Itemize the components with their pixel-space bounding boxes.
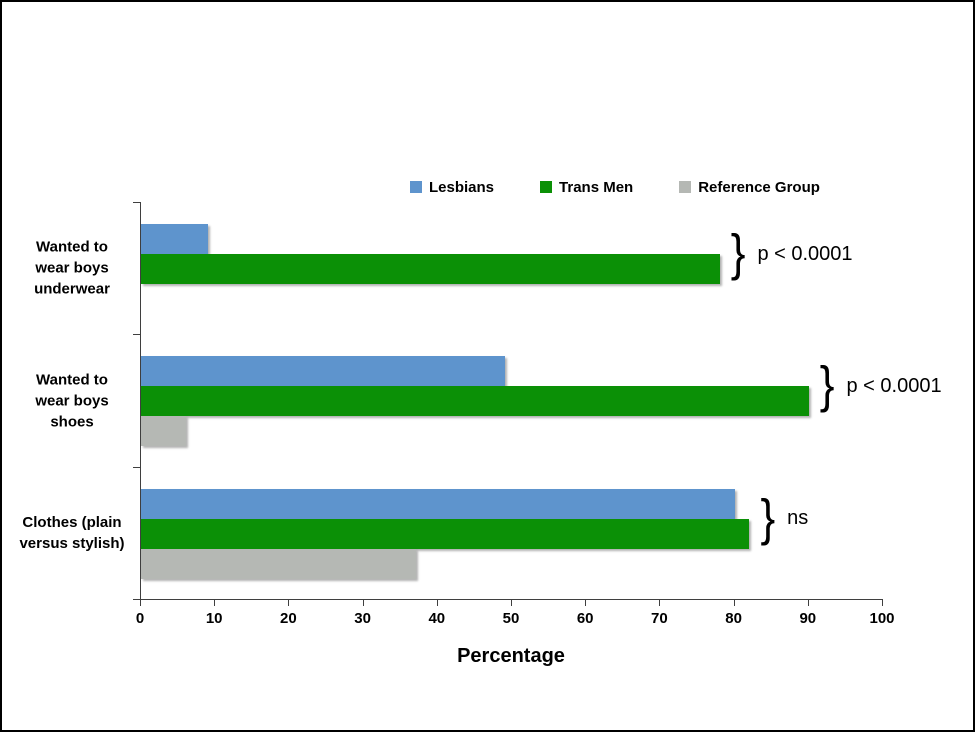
category-label: Wanted to wear boys underwear	[34, 238, 110, 298]
x-axis-tick	[882, 599, 883, 606]
legend-item-reference-group: Reference Group	[679, 179, 820, 196]
x-axis-tick	[362, 599, 364, 606]
category-label: Clothes (plain versus stylish)	[19, 513, 125, 552]
x-axis-tick	[511, 599, 512, 606]
brace-icon: }	[819, 357, 835, 414]
x-axis-tick	[436, 599, 438, 606]
y-axis-tick	[133, 466, 140, 468]
significance-annotation: } p < 0.0001	[820, 360, 942, 411]
x-tick-label: 80	[725, 610, 742, 627]
significance-annotation: } p < 0.0001	[731, 228, 853, 279]
legend-label: Reference Group	[698, 179, 820, 196]
bar-reference-group	[141, 416, 186, 447]
bar-lesbians	[141, 224, 208, 254]
p-value-text: p < 0.0001	[846, 374, 942, 397]
x-axis-tick	[288, 599, 290, 606]
x-tick-label: 90	[799, 610, 817, 627]
legend-item-trans-men: Trans Men	[540, 179, 633, 196]
x-axis-tick	[214, 599, 216, 606]
x-tick-label: 40	[428, 610, 446, 627]
brace-icon: }	[730, 225, 746, 282]
x-axis-title: Percentage	[457, 645, 565, 667]
x-tick-label: 60	[576, 610, 594, 627]
x-axis-tick	[807, 599, 809, 606]
bar-trans-men	[141, 518, 750, 549]
legend-swatch-icon	[679, 180, 692, 193]
bar-lesbians	[141, 488, 735, 519]
x-tick-label: 70	[651, 610, 668, 627]
bar-trans-men	[141, 386, 809, 417]
legend-label: Trans Men	[559, 179, 634, 196]
x-axis-tick	[585, 599, 587, 606]
y-axis-tick	[133, 202, 140, 203]
bar-trans-men	[141, 254, 720, 284]
p-value-text: p < 0.0001	[757, 242, 853, 265]
y-axis-tick	[133, 599, 140, 600]
category-label: Wanted to wear boys shoes	[35, 371, 109, 430]
legend-swatch-icon	[540, 180, 553, 193]
x-tick-label: 100	[869, 610, 895, 627]
bar-reference-group	[141, 548, 416, 579]
p-value-text: ns	[787, 507, 809, 530]
brace-icon: }	[760, 489, 776, 547]
x-tick-label: 50	[502, 610, 520, 627]
x-axis-tick	[140, 599, 141, 606]
x-tick-label: 20	[280, 610, 297, 627]
bar-lesbians	[141, 356, 505, 387]
x-axis-tick	[659, 599, 661, 606]
y-axis-tick	[133, 334, 140, 336]
x-tick-label: 10	[205, 610, 223, 627]
x-axis-tick	[733, 599, 735, 606]
legend-item-lesbians: Lesbians	[410, 179, 494, 196]
x-tick-label: 0	[135, 610, 145, 627]
legend-label: Lesbians	[429, 179, 495, 196]
y-axis	[140, 202, 141, 599]
significance-annotation: } ns	[760, 493, 809, 544]
legend-swatch-icon	[410, 180, 422, 193]
x-tick-label: 30	[354, 610, 371, 627]
legend: Lesbians Trans Men Reference Group	[410, 179, 820, 196]
